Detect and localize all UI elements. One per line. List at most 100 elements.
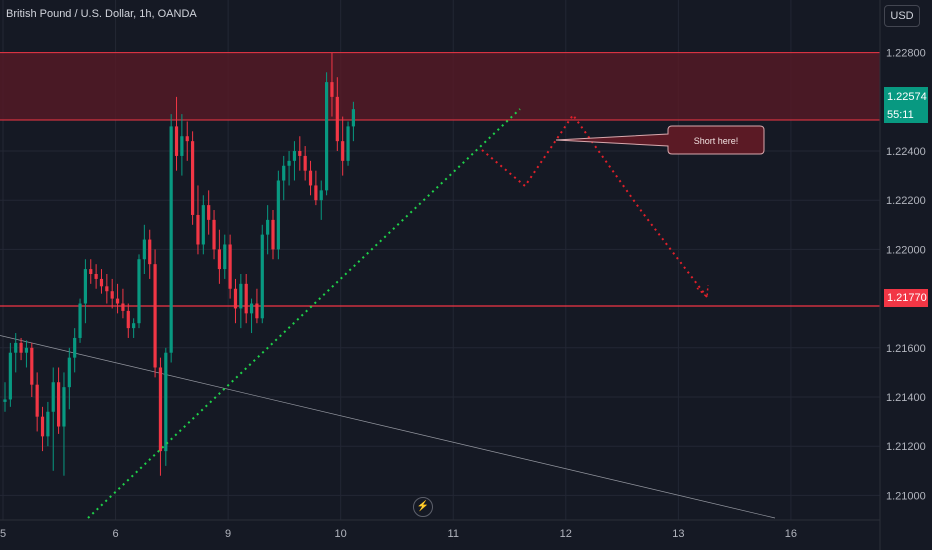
candle [40,406,45,452]
candle [266,205,270,255]
projection-path [481,113,708,298]
candle-body [40,416,45,437]
candle-body [137,259,141,324]
candle-body [233,288,238,309]
candle [185,121,189,161]
candle [196,185,200,255]
currency-button[interactable]: USD [884,5,920,27]
candle-body [228,244,232,289]
candle-body [19,342,23,353]
candle-body [212,219,216,250]
candle-body [57,382,61,427]
x-tick-label: 13 [672,528,684,540]
bar-countdown: 55:11 [887,109,914,121]
candle-body [51,382,55,412]
candle [255,288,259,324]
candle-body [341,141,345,161]
candle [276,170,280,260]
candle-body [126,310,130,329]
y-tick-label: 1.21400 [886,392,926,404]
candle [325,72,329,196]
candle [351,101,355,142]
candle-body [191,141,195,215]
candle [164,347,168,466]
resistance-zone [0,52,880,121]
callout-label: Short here! [693,136,739,146]
candle-body [174,126,179,156]
candle-body [24,347,29,353]
candle-body [169,126,173,353]
candle-body [185,136,189,142]
candle [46,401,50,447]
candle-body [94,274,98,279]
candle-body [217,249,221,270]
candle [73,328,77,373]
candle-body [62,387,66,427]
callout-bubble [555,125,765,155]
candle-body [201,205,205,245]
candle [249,298,254,334]
candle [57,367,61,434]
candle-body [153,264,157,368]
candle-body [196,214,200,245]
y-tick-label: 1.22200 [886,195,926,207]
candle [94,264,98,289]
candle [99,269,104,294]
candle [8,342,12,407]
candle-body [67,357,71,388]
candle-body [287,160,291,166]
candle-body [158,367,163,452]
candle [137,254,141,329]
x-tick-label: 6 [112,528,118,540]
lightning-icon[interactable]: ⚡ [413,497,433,517]
candle [341,116,345,176]
candle [115,283,120,314]
candle-body [325,82,329,191]
y-tick-label: 1.22400 [886,146,926,158]
candle [174,96,179,171]
projection-arrowhead [696,284,709,299]
x-tick-label: 5 [0,528,6,540]
symbol-title: British Pound / U.S. Dollar, 1h, OANDA [6,8,197,20]
candle [346,121,350,166]
candle [19,337,23,361]
candle [148,229,152,279]
candle-body [255,303,259,319]
candle [319,180,323,220]
candle-body [207,205,211,220]
candle [201,195,205,255]
y-tick-label: 1.21000 [886,490,926,502]
candle [303,146,307,181]
candle [67,347,71,410]
candle [35,372,39,432]
candle [330,52,334,117]
falling-trendline [0,335,776,519]
candle-body [308,170,313,186]
candle [191,131,195,225]
candle [169,114,173,363]
candle-body [282,165,286,181]
candle-body [314,185,318,201]
x-tick-label: 10 [335,528,347,540]
candle-body [298,151,302,156]
candle-body [351,109,355,127]
candle [24,340,29,368]
candle-body [121,303,125,311]
x-tick-label: 9 [225,528,231,540]
candle [260,224,264,324]
candle [126,303,130,338]
candle-body [244,283,248,314]
candle-body [249,303,254,314]
candle [78,298,82,343]
candle [239,274,243,329]
candle [223,234,227,279]
candle-body [73,337,77,358]
candle [89,259,93,284]
candle [244,274,248,324]
y-tick-label: 1.21600 [886,343,926,355]
candle [158,357,163,476]
candle-body [330,82,334,97]
candle-body [115,298,120,304]
candle [153,249,157,378]
